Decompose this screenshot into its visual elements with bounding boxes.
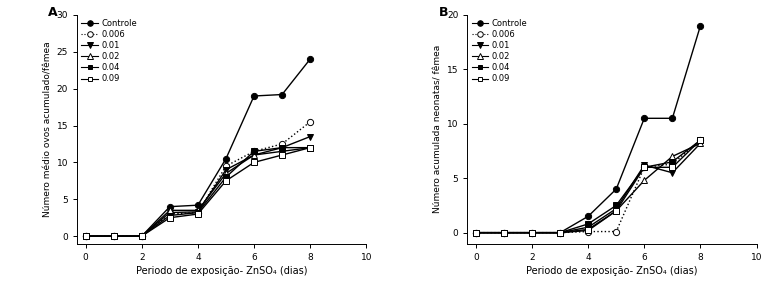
Y-axis label: Número médio ovos acumulado/fêmea: Número médio ovos acumulado/fêmea: [43, 41, 52, 217]
X-axis label: Periodo de exposição- ZnSO₄ (dias): Periodo de exposição- ZnSO₄ (dias): [136, 266, 307, 276]
X-axis label: Periodo de exposição- ZnSO₄ (dias): Periodo de exposição- ZnSO₄ (dias): [527, 266, 698, 276]
Legend: Controle, 0.006, 0.01, 0.02, 0.04, 0.09: Controle, 0.006, 0.01, 0.02, 0.04, 0.09: [470, 17, 529, 85]
Legend: Controle, 0.006, 0.01, 0.02, 0.04, 0.09: Controle, 0.006, 0.01, 0.02, 0.04, 0.09: [80, 17, 139, 85]
Y-axis label: Número acumulada neonatas/ fêmea: Número acumulada neonatas/ fêmea: [434, 45, 443, 213]
Text: A: A: [49, 6, 58, 19]
Text: B: B: [438, 6, 448, 19]
